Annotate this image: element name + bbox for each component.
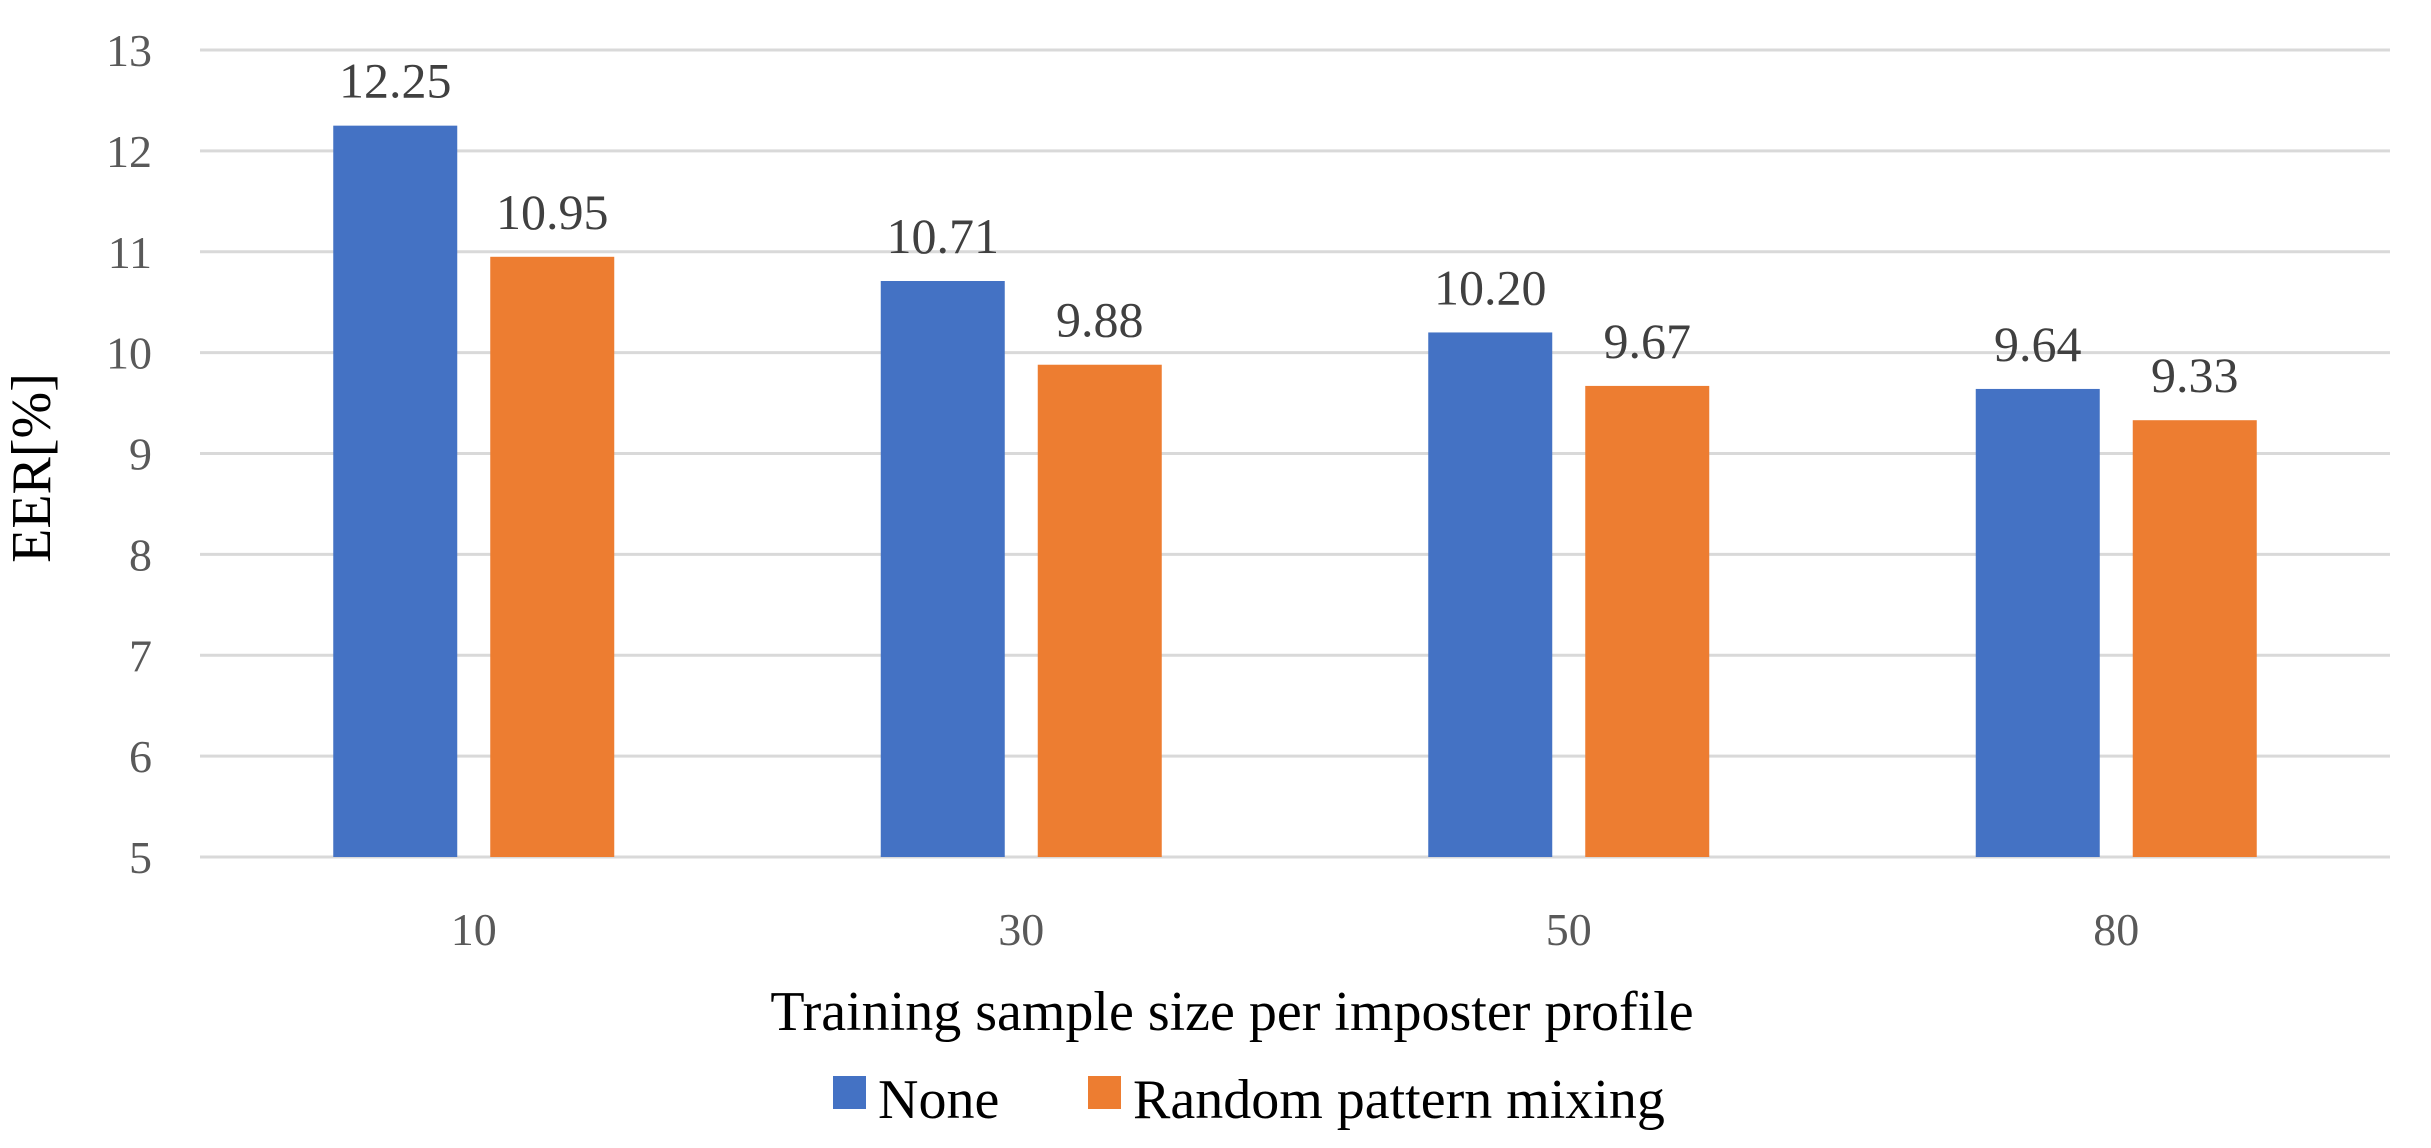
- y-tick-label: 8: [129, 529, 152, 580]
- bar-random-pattern-mixing-80: [2132, 420, 2257, 857]
- y-tick-label: 12: [106, 126, 152, 177]
- data-label: 10.71: [887, 208, 1000, 264]
- y-tick-label: 9: [129, 429, 152, 480]
- bar-none-50: [1428, 332, 1553, 857]
- x-tick-label: 80: [2093, 904, 2139, 955]
- data-label: 9.33: [2151, 347, 2239, 403]
- data-label: 12.25: [339, 53, 452, 109]
- x-tick-label: 50: [1546, 904, 1592, 955]
- legend-swatch-none: [833, 1076, 866, 1109]
- bar-none-10: [333, 125, 458, 857]
- data-labels: 12.25 10.95 10.71 9.88 10.20 9.67 9.64 9.33: [339, 53, 2239, 404]
- x-tick-label: 30: [998, 904, 1044, 955]
- bar-none-30: [880, 281, 1005, 857]
- data-label: 9.64: [1994, 316, 2082, 372]
- y-axis-ticks: 5 6 7 8 9 10 11 12 13: [106, 25, 152, 883]
- data-label: 9.67: [1604, 313, 1692, 369]
- legend: None Random pattern mixing: [833, 1069, 1665, 1131]
- bar-random-pattern-mixing-10: [490, 256, 615, 857]
- y-tick-label: 6: [129, 731, 152, 782]
- y-tick-label: 13: [106, 25, 152, 76]
- x-axis-title: Training sample size per imposter profil…: [770, 981, 1693, 1043]
- bars: [333, 125, 2257, 857]
- legend-swatch-random-pattern-mixing: [1088, 1076, 1121, 1109]
- bar-none-80: [1975, 388, 2100, 857]
- y-axis-title: EER[%]: [1, 373, 63, 563]
- legend-label-none: None: [878, 1069, 999, 1131]
- x-axis-ticks: 10 30 50 80: [451, 904, 2140, 955]
- y-tick-label: 5: [129, 832, 152, 883]
- y-tick-label: 11: [108, 227, 152, 278]
- y-tick-label: 10: [106, 328, 152, 379]
- bar-random-pattern-mixing-30: [1037, 364, 1162, 857]
- bar-random-pattern-mixing-50: [1585, 385, 1710, 857]
- y-tick-label: 7: [129, 630, 152, 681]
- data-label: 10.95: [496, 184, 609, 240]
- legend-label-random-pattern-mixing: Random pattern mixing: [1133, 1069, 1665, 1131]
- x-tick-label: 10: [451, 904, 497, 955]
- data-label: 9.88: [1056, 292, 1144, 348]
- data-label: 10.20: [1434, 259, 1547, 315]
